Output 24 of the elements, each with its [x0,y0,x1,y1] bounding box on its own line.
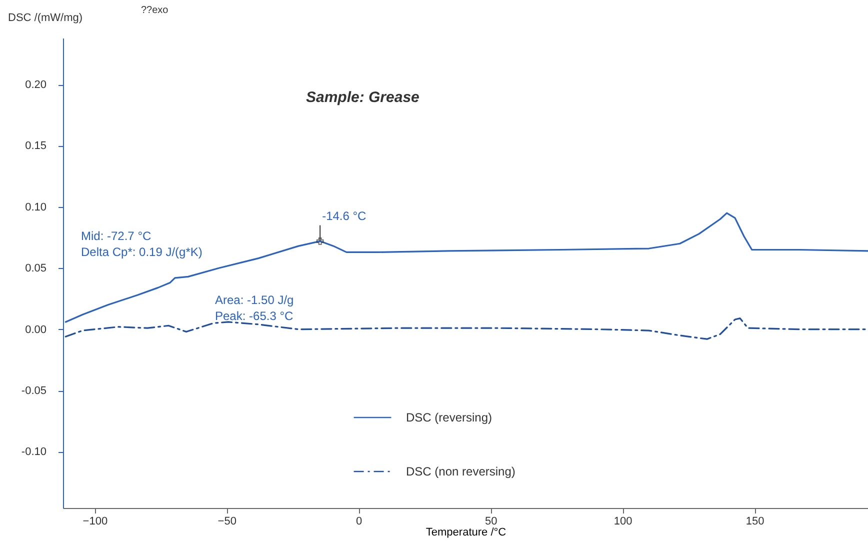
y-tick-label: 0.20 [25,79,46,92]
y-tick-label: 0.10 [25,201,46,214]
x-tick-label: 0 [356,516,362,528]
y-tick-label: -0.10 [21,446,46,458]
annotation: -14.6 °C [322,209,367,224]
x-tick-label: −50 [218,516,236,528]
annotation: Peak: -65.3 °C [215,309,294,323]
x-tick-label: −100 [82,516,108,528]
annotation: Mid: -72.7 °C [81,229,152,243]
y-tick-label: -0.05 [21,385,46,397]
legend-label: DSC (non reversing) [406,464,516,478]
y-tick-label: 0.00 [25,324,46,336]
y-tick-label: 0.15 [25,140,46,152]
legend-label: DSC (reversing) [406,410,492,424]
x-tick-label: 150 [746,516,764,528]
x-axis-title: Temperature /°C [426,526,506,538]
annotation: Area: -1.50 J/g [215,293,294,307]
text: Sample: Grease [306,89,420,106]
y-tick-label: 0.05 [25,262,46,275]
x-tick-label: 50 [484,516,498,528]
x-tick-label: 100 [614,516,632,528]
y-axis-title: DSC /(mW/mg) [8,12,83,24]
text: ??exo [141,5,169,16]
annotation: Delta Cp*: 0.19 J/(g*K) [81,245,202,259]
